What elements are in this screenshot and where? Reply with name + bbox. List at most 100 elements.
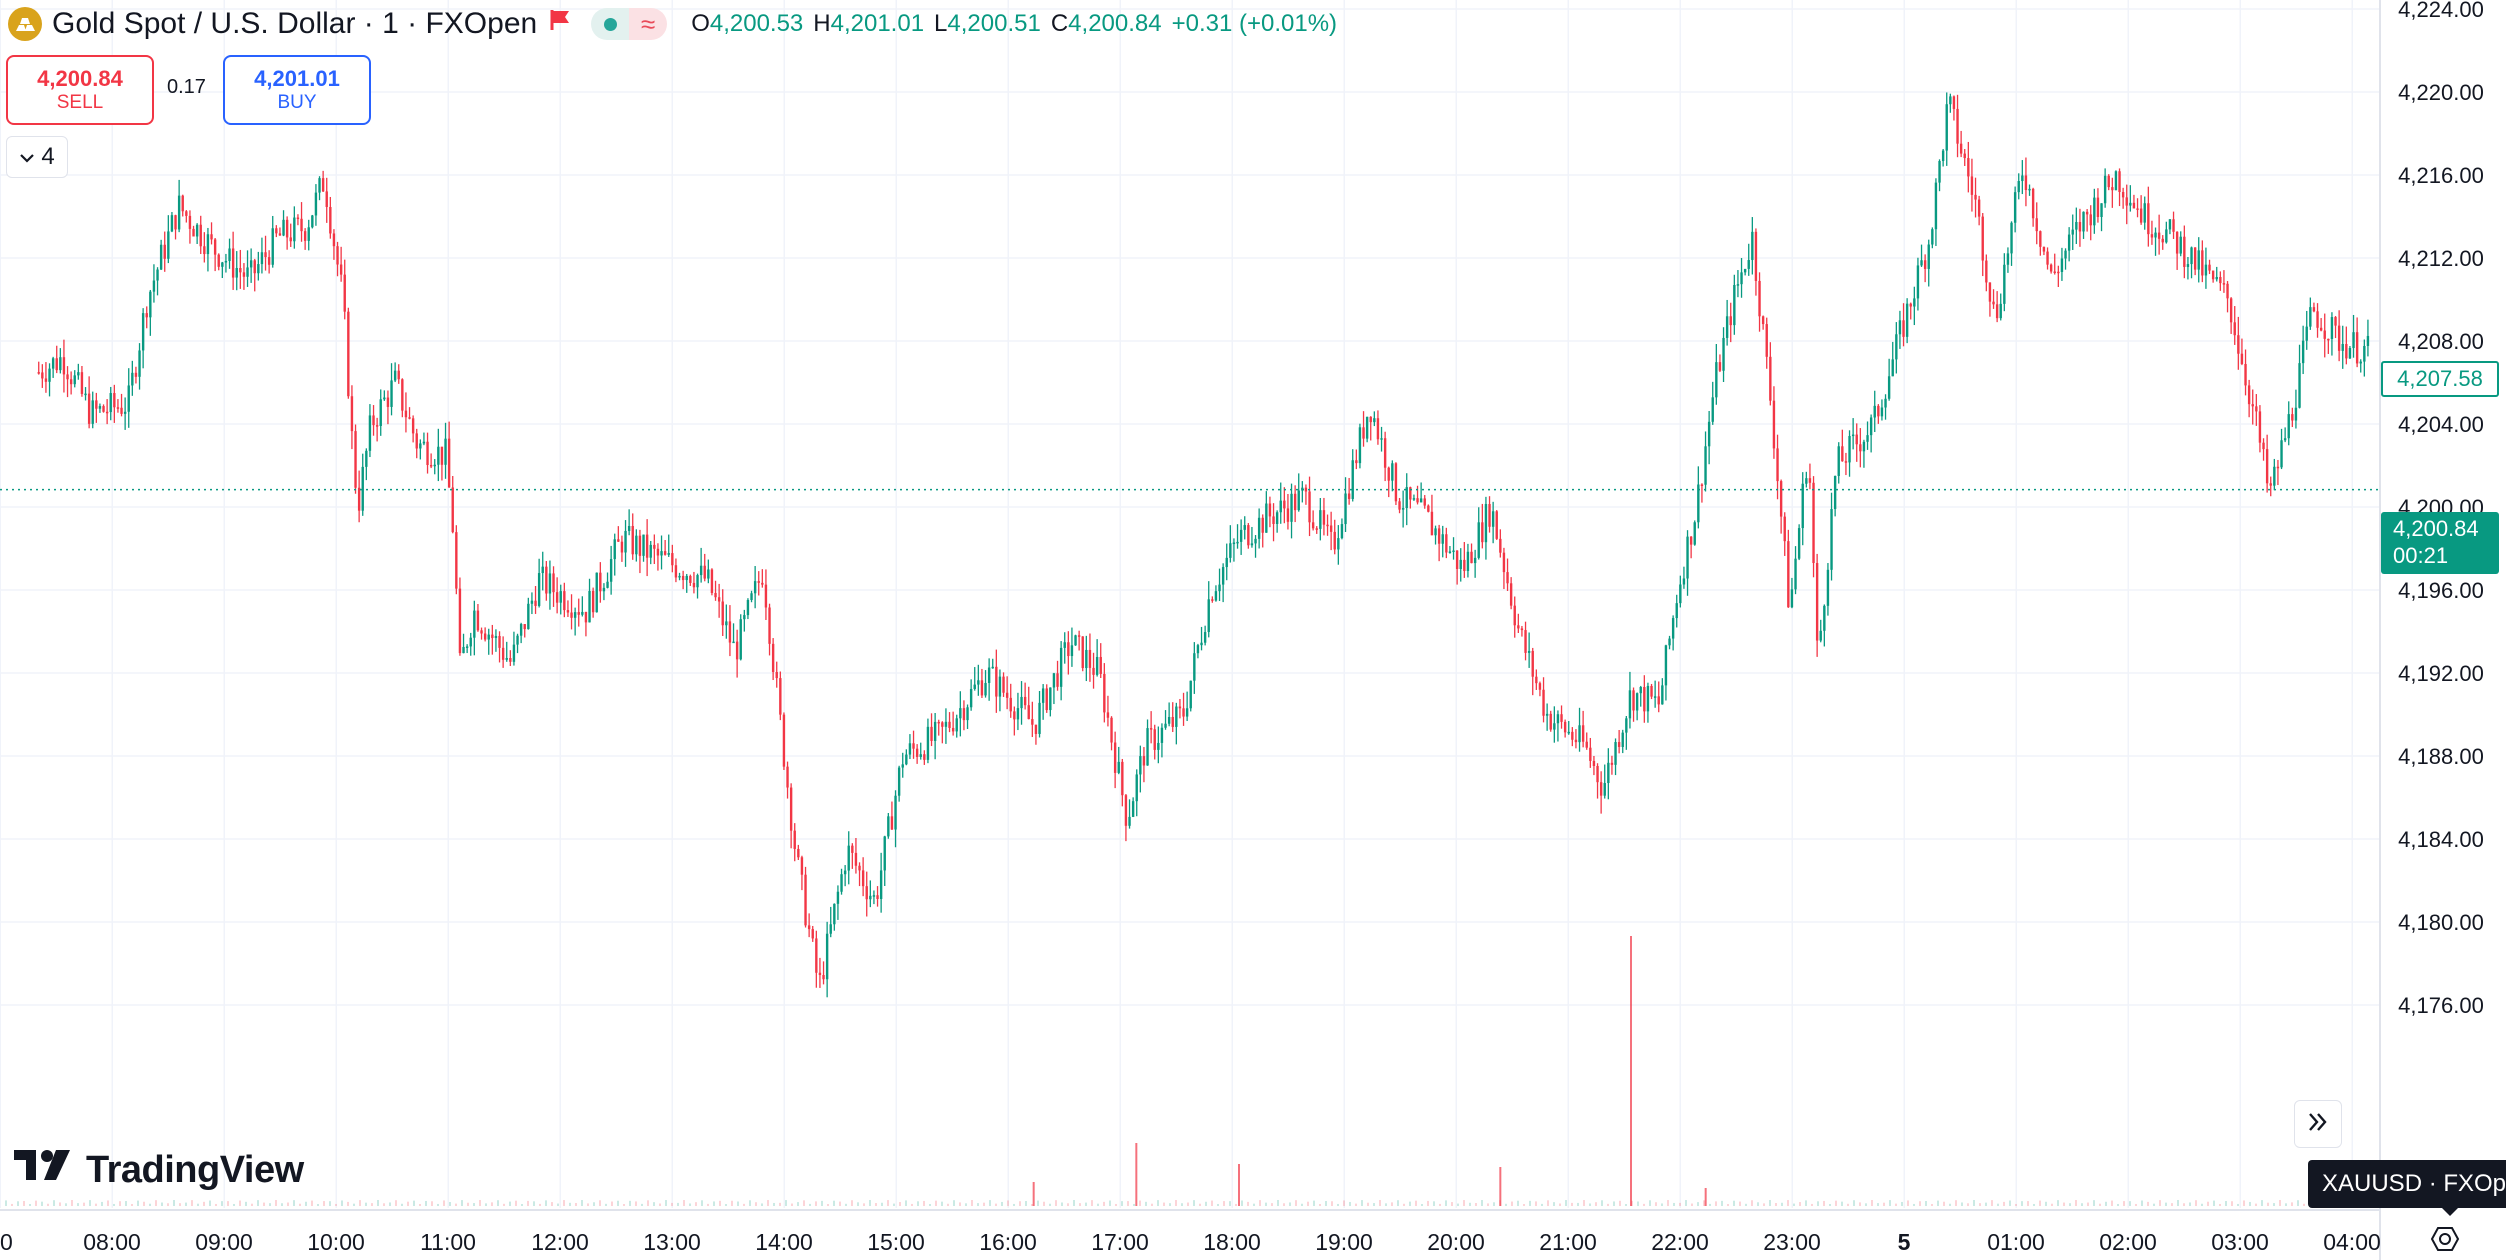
candle-body <box>1077 635 1081 637</box>
sell-button[interactable]: 4,200.84 SELL <box>6 55 154 125</box>
candle-body <box>203 246 206 255</box>
candle-body <box>401 379 404 411</box>
candle-body <box>1711 397 1714 422</box>
candle-body <box>2165 229 2168 243</box>
candle-body <box>656 548 660 556</box>
candle-body <box>901 764 904 768</box>
close-value: 4,200.84 <box>1068 10 1162 37</box>
candle-body <box>887 816 890 837</box>
candle-body <box>1239 529 1243 542</box>
candle-body <box>944 721 948 727</box>
candle-body <box>48 368 51 382</box>
settings-icon[interactable] <box>2428 1222 2462 1256</box>
candle-body <box>426 441 429 466</box>
candle-body <box>1657 696 1660 705</box>
candle-body <box>519 624 523 636</box>
candle-body <box>1574 739 1578 743</box>
candle-body <box>1920 260 1923 266</box>
time-tick-label: 21:00 <box>1539 1229 1597 1255</box>
candle-body <box>825 933 829 980</box>
candle-body <box>829 924 832 934</box>
candle-body <box>1902 320 1905 337</box>
candle-body <box>969 688 973 708</box>
price-tick-label: 4,212.00 <box>2398 246 2484 271</box>
high-value: 4,201.01 <box>830 10 925 37</box>
candle-body <box>1837 446 1840 476</box>
candle-body <box>933 721 937 741</box>
symbol-title[interactable]: Gold Spot / U.S. Dollar · 1 · FXOpen <box>52 7 538 40</box>
market-open-dot-icon <box>603 17 617 31</box>
flag-icon[interactable] <box>547 7 573 41</box>
candle-body <box>379 399 382 426</box>
market-status-pill[interactable]: ≈ <box>591 8 668 40</box>
candle-body <box>1718 362 1722 371</box>
time-tick-label: 20:00 <box>1427 1229 1485 1255</box>
candle-body <box>1329 525 1333 532</box>
candle-body <box>300 218 303 232</box>
candle-body <box>1610 762 1614 765</box>
candle-body <box>1149 728 1153 730</box>
buy-price: 4,201.01 <box>254 66 340 91</box>
candle-body <box>530 600 534 604</box>
candle-body <box>339 264 343 275</box>
candle-body <box>1743 268 1747 273</box>
gold-bars-icon[interactable] <box>8 7 42 41</box>
candle-body <box>843 870 847 875</box>
candle-body <box>2100 203 2103 218</box>
candle-body <box>624 530 627 553</box>
candle-body <box>404 410 408 418</box>
candle-body <box>1686 536 1689 579</box>
candle-body <box>1347 493 1351 499</box>
candle-body <box>1531 650 1534 677</box>
candle-body <box>1905 303 1909 337</box>
candle-body <box>303 231 307 241</box>
candle-body <box>1405 487 1408 509</box>
candle-body <box>235 268 238 278</box>
candle-body <box>1884 398 1887 408</box>
candle-body <box>1700 484 1704 486</box>
candle-body <box>415 433 418 449</box>
candle-body <box>1607 762 1610 784</box>
candle-body <box>149 291 152 318</box>
candle-body <box>512 644 516 662</box>
candle-body <box>1628 690 1632 719</box>
candle-body <box>1549 713 1552 730</box>
price-tick-label: 4,220.00 <box>2398 80 2484 105</box>
candle-body <box>1092 667 1095 675</box>
candle-body <box>55 358 58 371</box>
candle-body <box>789 787 793 831</box>
candle-body <box>1358 427 1362 464</box>
candle-body <box>1985 260 1988 283</box>
candle-body <box>746 600 750 616</box>
candle-body <box>1707 421 1711 447</box>
candle-body <box>2129 202 2132 206</box>
candle-body <box>267 257 271 265</box>
candle-body <box>1916 265 1920 299</box>
candle-body <box>638 535 642 556</box>
candle-body <box>350 396 354 432</box>
candle-body <box>1542 689 1545 716</box>
candle-body <box>2269 483 2272 486</box>
candle-body <box>725 621 728 626</box>
candle-body <box>606 581 609 588</box>
candle-body <box>645 534 649 558</box>
candle-body <box>1643 687 1646 712</box>
candle-body <box>145 313 148 318</box>
indicators-toggle-button[interactable]: 4 <box>6 136 68 178</box>
candle-body <box>59 357 62 371</box>
candle-body <box>1639 687 1642 694</box>
candle-body <box>2024 175 2028 191</box>
price-label-reference: 4,207.58 <box>2381 361 2499 397</box>
candle-body <box>534 600 537 606</box>
tradingview-logo[interactable]: TradingView <box>12 1148 304 1192</box>
candle-body <box>757 581 760 583</box>
candle-body <box>37 372 40 374</box>
scroll-to-realtime-button[interactable] <box>2294 1100 2342 1148</box>
buy-button[interactable]: 4,201.01 BUY <box>223 55 371 125</box>
candle-body <box>617 539 620 542</box>
candle-body <box>1031 719 1034 725</box>
candle-body <box>2337 325 2341 351</box>
candle-body <box>1214 591 1218 601</box>
candle-body <box>703 565 706 579</box>
